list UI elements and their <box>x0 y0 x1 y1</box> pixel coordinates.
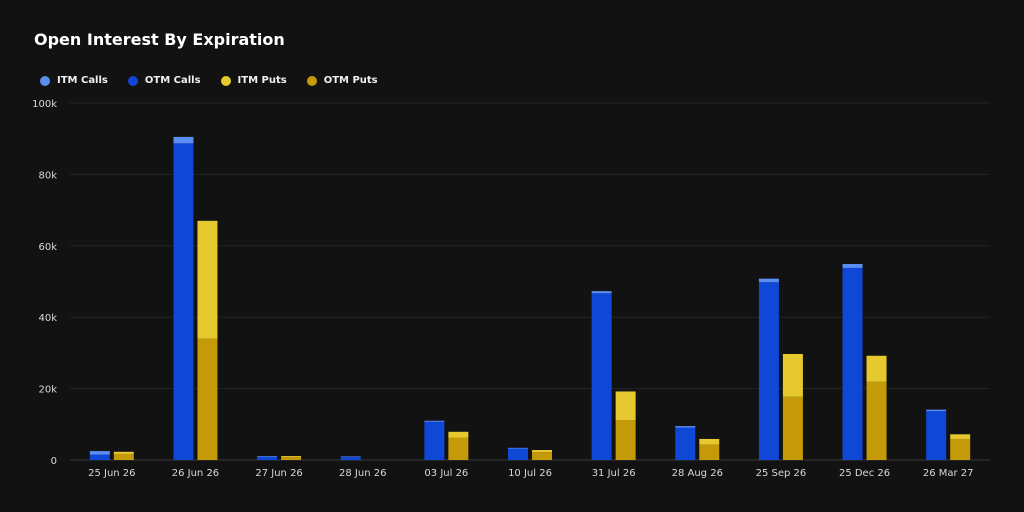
legend-swatch-itm-calls <box>40 75 50 86</box>
bar-itm-puts <box>448 431 469 438</box>
bar-otm-calls <box>758 282 779 460</box>
x-tick-label: 28 Jun 26 <box>339 468 386 479</box>
legend-label-otm-puts: OTM Puts <box>323 75 378 86</box>
bar-itm-puts <box>950 434 971 439</box>
bar-otm-puts <box>950 438 971 460</box>
x-tick-label: 25 Jun 26 <box>88 468 135 479</box>
legend-item-otm-puts[interactable]: OTM Puts <box>306 75 378 86</box>
x-tick-label: 25 Sep 26 <box>756 468 807 479</box>
bar-itm-puts <box>866 355 887 382</box>
x-tick-label: 26 Jun 26 <box>172 468 219 479</box>
bar-otm-calls <box>675 427 696 460</box>
bar-otm-puts <box>281 457 302 460</box>
bar-itm-calls <box>758 278 779 283</box>
bar-itm-puts <box>281 456 302 458</box>
y-tick-label: 40k <box>38 313 57 324</box>
bar-otm-calls <box>591 293 612 460</box>
legend-swatch-itm-puts <box>220 75 231 86</box>
bar-otm-puts <box>866 381 887 460</box>
bar-otm-puts <box>197 338 218 460</box>
bar-otm-calls <box>89 454 110 460</box>
bar-otm-calls <box>257 456 278 460</box>
chart-title: Open Interest By Expiration <box>34 30 285 49</box>
bar-itm-puts <box>532 450 552 453</box>
bar-otm-calls <box>340 456 361 460</box>
x-tick-label: 28 Aug 26 <box>672 468 723 479</box>
bar-itm-calls <box>591 291 612 294</box>
bar-itm-calls <box>173 136 194 144</box>
bar-otm-calls <box>173 143 194 460</box>
bar-itm-calls <box>89 451 110 455</box>
bar-itm-puts <box>699 438 720 445</box>
bar-otm-puts <box>615 420 636 460</box>
bar-otm-calls <box>424 421 445 460</box>
y-tick-label: 0 <box>51 456 57 467</box>
bar-otm-calls <box>926 411 947 460</box>
chart-legend: ITM Calls OTM Calls ITM Puts OTM Puts <box>40 75 378 86</box>
x-tick-label: 26 Mar 27 <box>923 468 974 479</box>
y-tick-label: 20k <box>38 385 57 396</box>
legend-swatch-otm-puts <box>306 75 317 86</box>
legend-label-otm-calls: OTM Calls <box>144 75 201 86</box>
legend-item-itm-puts[interactable]: ITM Puts <box>220 75 287 86</box>
bar-otm-calls <box>508 448 528 460</box>
bar-itm-calls <box>926 409 947 412</box>
bar-otm-puts <box>699 444 720 460</box>
legend-item-otm-calls[interactable]: OTM Calls <box>127 75 201 86</box>
bar-otm-calls <box>842 267 863 460</box>
legend-label-itm-puts: ITM Puts <box>237 75 287 86</box>
x-tick-label: 31 Jul 26 <box>592 468 636 479</box>
bar-otm-puts <box>782 396 803 460</box>
bar-itm-calls <box>340 456 361 457</box>
bar-itm-calls <box>257 456 278 457</box>
bar-otm-puts <box>448 437 469 460</box>
x-tick-label: 03 Jul 26 <box>424 468 468 479</box>
bar-itm-puts <box>113 451 134 454</box>
bar-itm-puts <box>615 391 636 421</box>
bar-itm-calls <box>675 426 696 428</box>
bar-otm-puts <box>532 452 552 460</box>
y-tick-label: 80k <box>38 170 57 181</box>
legend-swatch-otm-calls <box>127 75 138 86</box>
legend-item-itm-calls[interactable]: ITM Calls <box>40 75 108 86</box>
bar-itm-calls <box>508 447 528 449</box>
x-tick-label: 27 Jun 26 <box>255 468 302 479</box>
bar-itm-puts <box>197 220 218 339</box>
x-tick-label: 25 Dec 26 <box>839 468 890 479</box>
x-tick-label: 10 Jul 26 <box>508 468 552 479</box>
y-tick-label: 100k <box>32 99 57 110</box>
bar-itm-calls <box>842 264 863 268</box>
y-tick-label: 60k <box>38 242 57 253</box>
bar-itm-calls <box>424 420 445 422</box>
bar-itm-puts <box>782 353 803 397</box>
legend-label-itm-calls: ITM Calls <box>57 75 108 86</box>
bar-otm-puts <box>113 453 134 460</box>
